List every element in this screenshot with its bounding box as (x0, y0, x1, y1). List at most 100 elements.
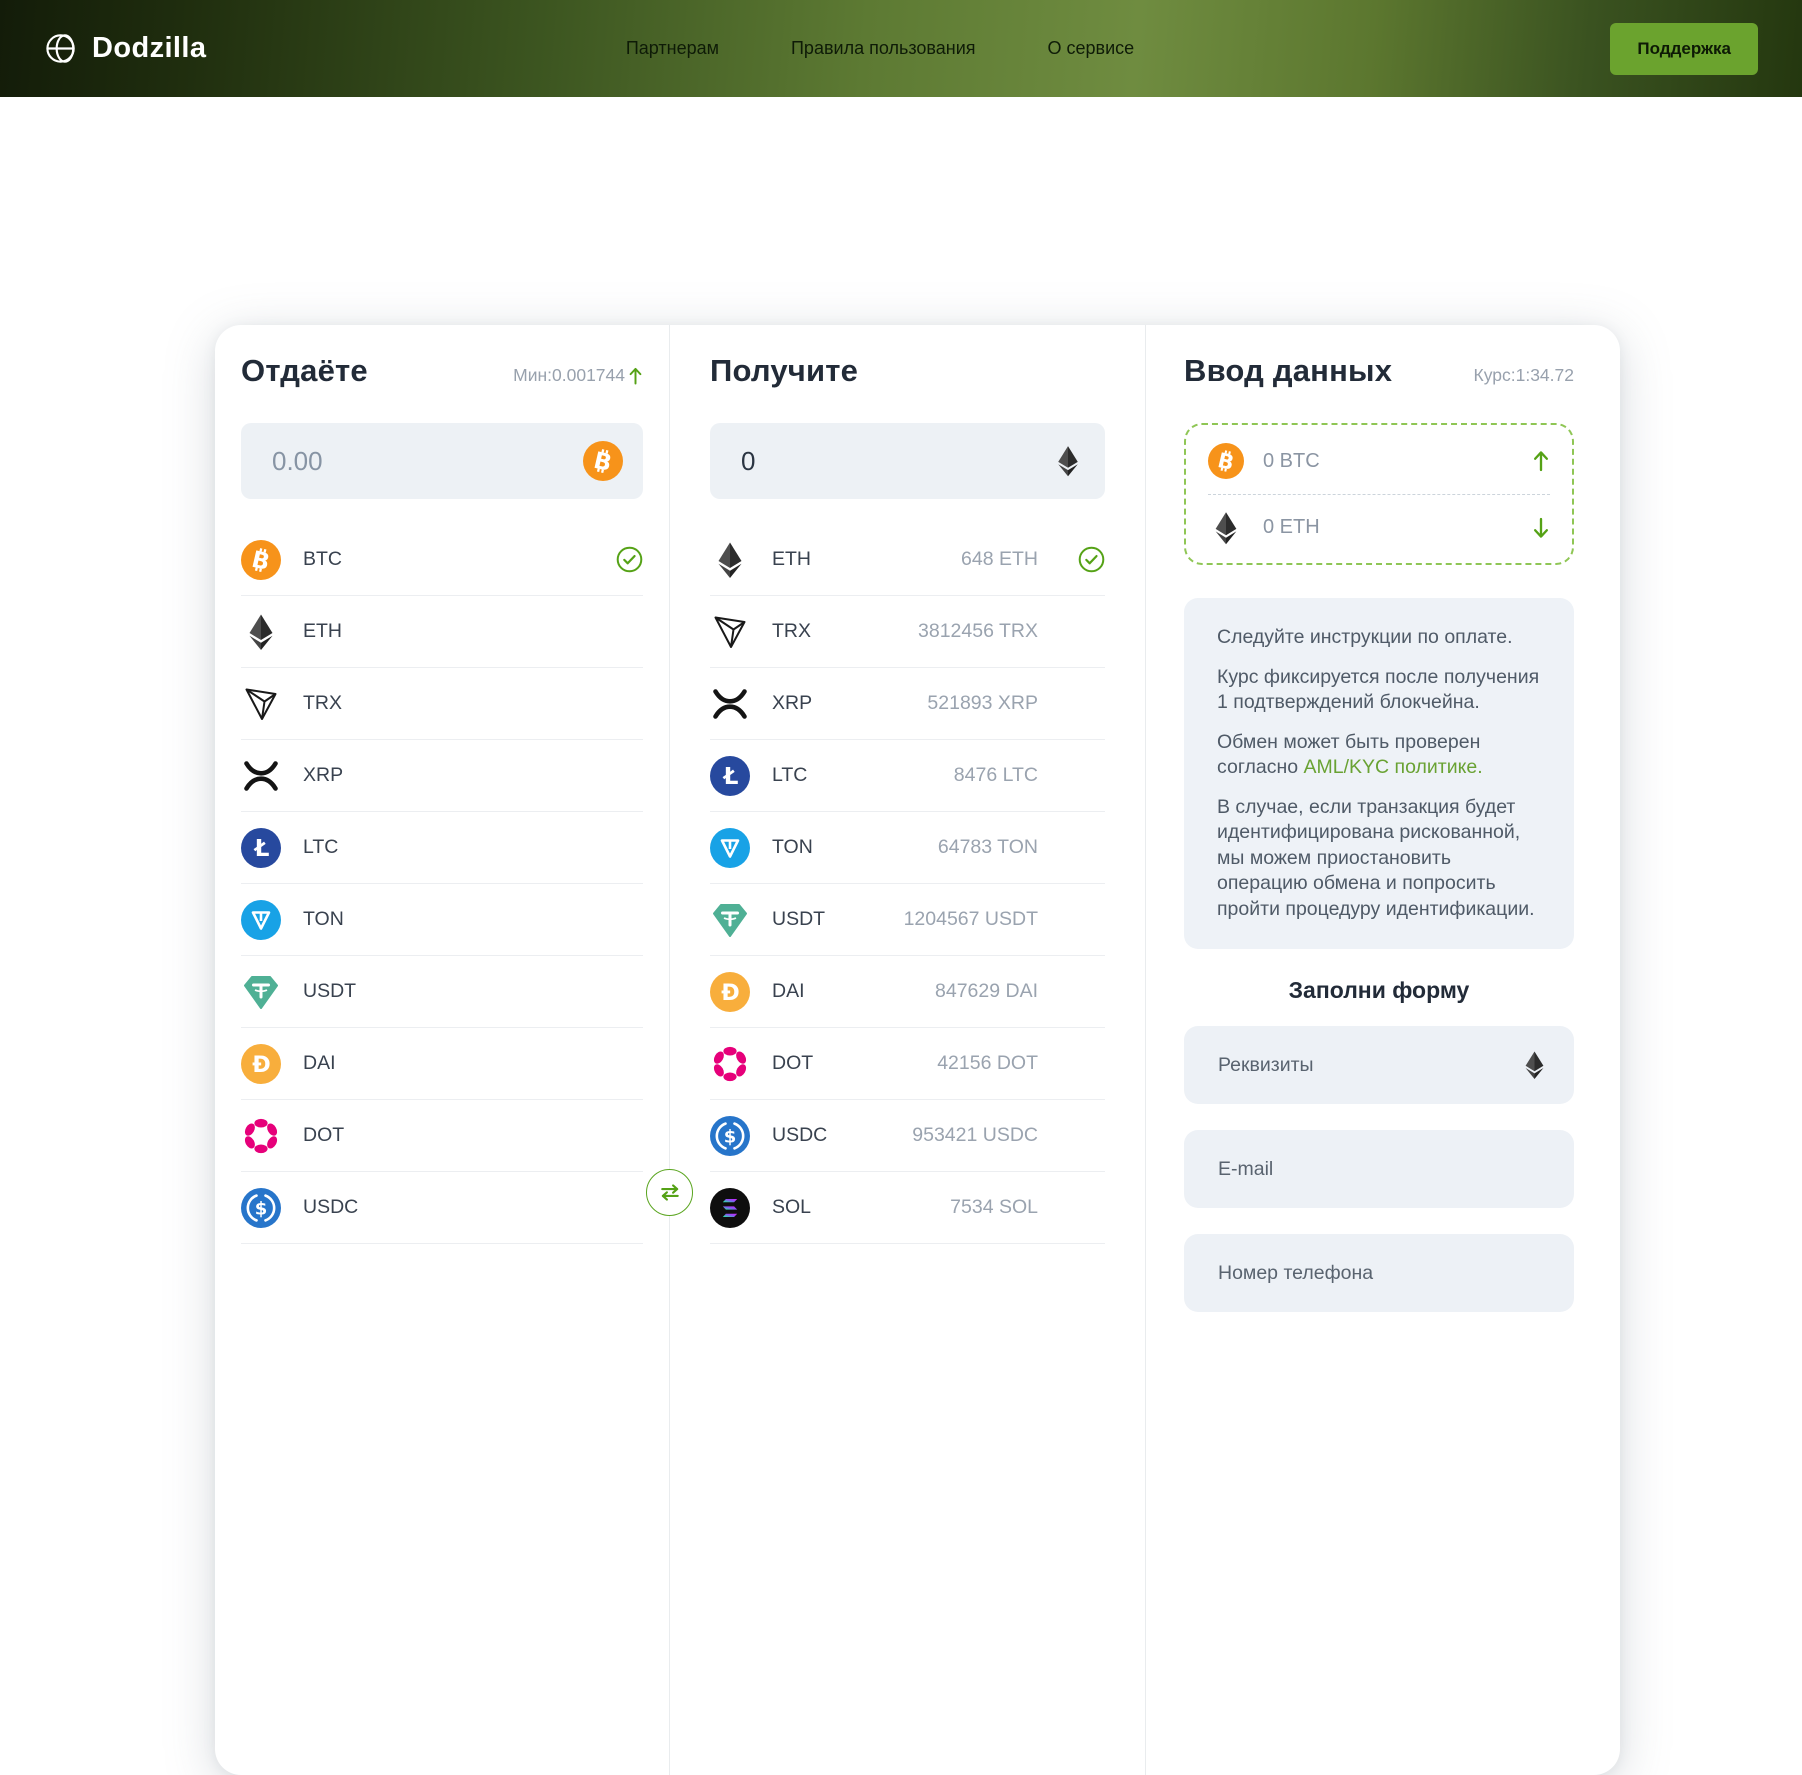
coin-row[interactable]: TRX 3812456 TRX (710, 596, 1105, 668)
receive-title: Получите (710, 353, 859, 388)
give-coin-list: B BTC ETH TRX XRP (241, 524, 643, 1244)
aml-kyc-link[interactable]: AML/KYC политике. (1303, 756, 1483, 778)
data-entry-column: Ввод данных Курс:1:34.72 B 0 BTC 0 ETH С… (1146, 325, 1620, 1775)
coin-row[interactable]: B BTC (241, 524, 643, 596)
usdc-icon: $ (710, 1115, 750, 1156)
receive-amount-value: 0 (741, 445, 756, 476)
coin-row[interactable]: DOT (241, 1100, 643, 1172)
coin-row[interactable]: Ð DAI 847629 DAI (710, 956, 1105, 1028)
summary-row: 0 ETH (1208, 494, 1550, 560)
summary-row: B 0 BTC (1208, 428, 1550, 494)
coin-reserve-amount: 953421 USDC (912, 1124, 1038, 1146)
coin-label: DOT (772, 1052, 814, 1074)
give-header: Отдаёте Мин:0.001744 (241, 353, 643, 389)
coin-label: TON (772, 836, 813, 858)
header: Dodzilla Партнерам Правила пользования О… (0, 0, 1802, 97)
exchange-summary-box: B 0 BTC 0 ETH (1184, 423, 1574, 565)
coin-row[interactable]: Ł LTC 8476 LTC (710, 740, 1105, 812)
field-placeholder: E-mail (1218, 1157, 1274, 1180)
coin-row[interactable]: USDT 1204567 USDT (710, 884, 1105, 956)
min-amount-label: Мин:0.001744 (513, 365, 625, 385)
eth-icon (1208, 510, 1244, 546)
svg-text:$: $ (255, 1198, 268, 1219)
coin-row[interactable]: ETH 648 ETH (710, 524, 1105, 596)
field-placeholder: Номер телефона (1218, 1261, 1374, 1284)
coin-reserve-amount: 42156 DOT (937, 1052, 1038, 1074)
logo: Dodzilla (44, 30, 206, 67)
data-entry-title: Ввод данных (1184, 353, 1393, 388)
coin-reserve-amount: 8476 LTC (953, 764, 1038, 786)
coin-row[interactable]: $ USDC 953421 USDC (710, 1100, 1105, 1172)
nav-link[interactable]: Партнерам (625, 38, 719, 58)
usdt-icon (241, 972, 281, 1012)
give-amount-input[interactable]: 0.00 B (241, 423, 643, 499)
arrow-down-icon (1532, 516, 1550, 540)
instruction-line: Курс фиксируется после получения 1 подтв… (1217, 665, 1540, 714)
coin-row[interactable]: Ð DAI (241, 1028, 643, 1100)
receive-column: Получите 0 ETH 648 ETH TRX 3812456 TRX (669, 325, 1146, 1775)
coin-row[interactable]: DOT 42156 DOT (710, 1028, 1105, 1100)
coin-row[interactable]: TON 64783 TON (710, 812, 1105, 884)
btc-icon: B (1208, 443, 1244, 479)
coin-label: ETH (772, 548, 811, 570)
coin-row[interactable]: XRP 521893 XRP (710, 668, 1105, 740)
sol-icon (710, 1187, 750, 1228)
coin-row[interactable]: USDT (241, 956, 643, 1028)
give-currency-button[interactable]: B (583, 441, 623, 481)
usdt-icon (710, 900, 750, 940)
receive-amount-input[interactable]: 0 (710, 423, 1105, 499)
receive-coin-list: ETH 648 ETH TRX 3812456 TRX XRP 521893 X… (710, 524, 1105, 1244)
form-title: Заполни форму (1288, 977, 1470, 1003)
svg-text:B: B (591, 448, 614, 477)
coin-row[interactable]: TRX (241, 668, 643, 740)
summary-amount: 0 ETH (1263, 516, 1320, 538)
svg-text:B: B (249, 546, 272, 575)
coin-reserve-amount: 1204567 USDT (903, 908, 1038, 930)
coin-row[interactable]: XRP (241, 740, 643, 812)
form-field[interactable]: Реквизиты (1184, 1026, 1574, 1104)
coin-label: SOL (772, 1196, 812, 1218)
support-button[interactable]: Поддержка (1610, 22, 1758, 75)
nav-link[interactable]: О сервисе (1047, 38, 1135, 58)
coin-row[interactable]: TON (241, 884, 643, 956)
coin-label: XRP (303, 764, 344, 786)
coin-label: USDT (303, 980, 357, 1002)
dot-icon (241, 1116, 281, 1156)
form-field[interactable]: E-mail (1184, 1130, 1574, 1208)
data-entry-header: Ввод данных Курс:1:34.72 (1184, 353, 1574, 389)
form-fields: Реквизиты E-mail Номер телефона (1184, 1026, 1574, 1312)
coin-row[interactable]: SOL 7534 SOL (710, 1172, 1105, 1244)
exchange-card: Отдаёте Мин:0.001744 0.00 B B BTC ETH (215, 325, 1620, 1775)
coin-reserve-amount: 847629 DAI (935, 980, 1038, 1002)
ltc-icon: Ł (241, 827, 281, 868)
swap-button[interactable] (646, 1169, 693, 1216)
form-field[interactable]: Номер телефона (1184, 1234, 1574, 1312)
dai-icon: Ð (241, 1043, 281, 1084)
coin-reserve-amount: 521893 XRP (927, 692, 1038, 714)
ton-icon (710, 827, 750, 868)
usdc-icon: $ (241, 1187, 281, 1228)
ltc-icon: Ł (710, 755, 750, 796)
svg-text:B: B (1215, 448, 1236, 475)
coin-reserve-amount: 3812456 TRX (918, 620, 1038, 642)
coin-row[interactable]: $ USDC (241, 1172, 643, 1244)
coin-label: USDC (303, 1196, 359, 1218)
coin-label: XRP (772, 692, 813, 714)
coin-label: LTC (772, 764, 808, 786)
receive-currency-button[interactable] (1051, 440, 1085, 482)
eth-icon (710, 540, 750, 580)
coin-reserve-amount: 648 ETH (961, 548, 1038, 570)
arrow-up-icon (628, 366, 643, 386)
btc-icon: B (241, 539, 281, 580)
svg-text:Ł: Ł (253, 836, 270, 862)
ton-icon (241, 899, 281, 940)
nav-link[interactable]: Правила пользования (790, 38, 976, 58)
coin-row[interactable]: ETH (241, 596, 643, 668)
swap-arrows-icon (658, 1182, 682, 1203)
coin-label: TON (303, 908, 344, 930)
check-circle-icon (616, 546, 643, 573)
coin-label: TRX (772, 620, 811, 642)
coin-row[interactable]: Ł LTC (241, 812, 643, 884)
coin-label: TRX (303, 692, 342, 714)
check-circle-icon (1078, 546, 1105, 573)
